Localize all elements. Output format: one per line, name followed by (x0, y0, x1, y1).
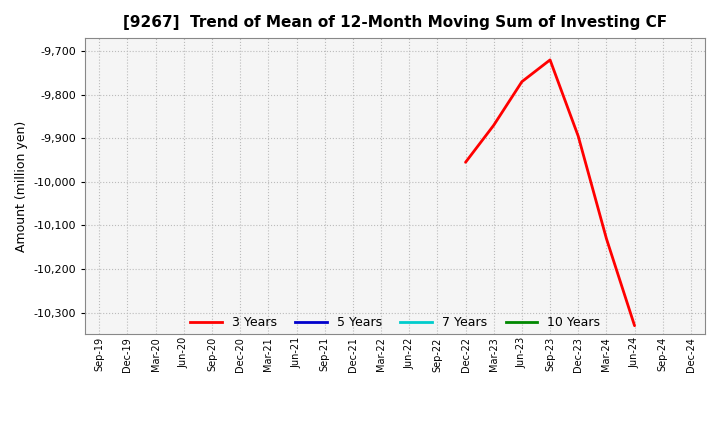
Title: [9267]  Trend of Mean of 12-Month Moving Sum of Investing CF: [9267] Trend of Mean of 12-Month Moving … (123, 15, 667, 30)
Y-axis label: Amount (million yen): Amount (million yen) (15, 121, 28, 252)
Legend: 3 Years, 5 Years, 7 Years, 10 Years: 3 Years, 5 Years, 7 Years, 10 Years (185, 311, 605, 334)
